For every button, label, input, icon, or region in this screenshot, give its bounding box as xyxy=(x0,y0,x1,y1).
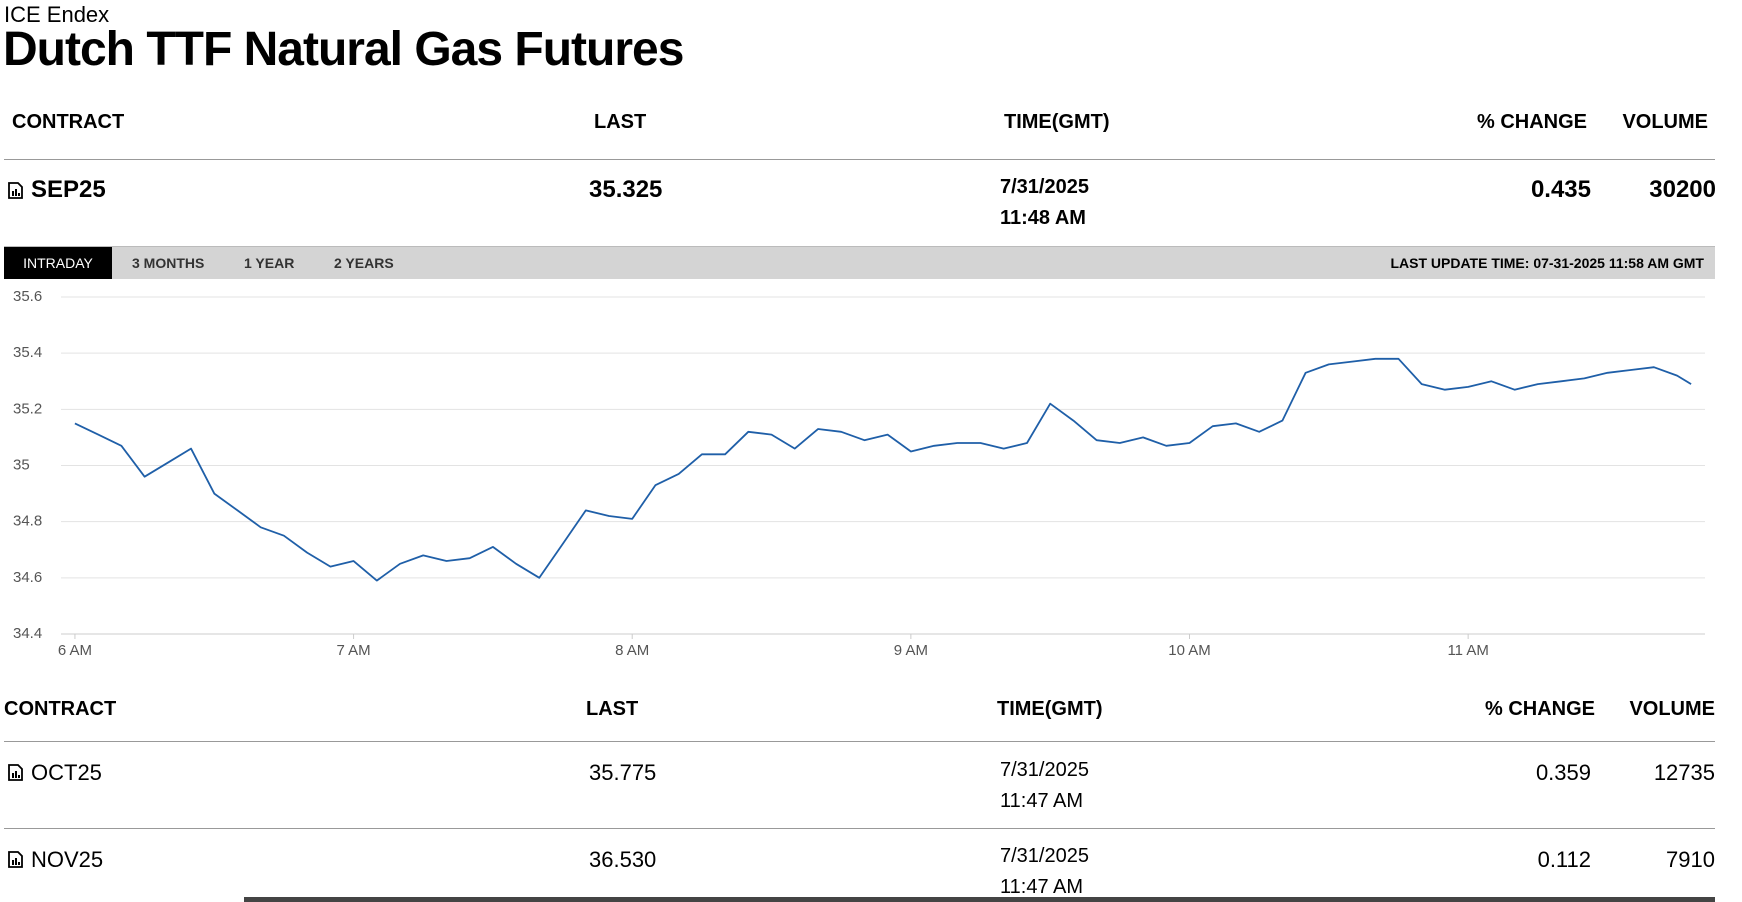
last-update: LAST UPDATE TIME: 07-31-2025 11:58 AM GM… xyxy=(1390,255,1704,271)
contract[interactable]: SEP25 xyxy=(31,176,106,203)
percent-change: 0.435 xyxy=(1530,176,1591,203)
last-price: 35.325 xyxy=(589,176,663,203)
col-header: VOLUME xyxy=(1622,111,1708,133)
y-tick-label: 35 xyxy=(13,456,30,473)
col-header: TIME(GMT) xyxy=(997,698,1103,720)
last-price: 35.775 xyxy=(589,760,657,785)
volume: 30200 xyxy=(1649,176,1716,203)
price-line xyxy=(74,357,1692,582)
percent-change: 0.359 xyxy=(1535,760,1591,785)
volume: 7910 xyxy=(1666,847,1715,872)
tab[interactable]: 2 YEARS xyxy=(334,255,394,271)
date: 7/31/2025 xyxy=(1000,845,1089,867)
divider xyxy=(4,741,1715,742)
page-title: Dutch TTF Natural Gas Futures xyxy=(3,23,684,76)
percent-change: 0.112 xyxy=(1537,847,1591,872)
col-header: LAST xyxy=(586,698,639,720)
volume: 12735 xyxy=(1653,760,1715,785)
chart: 34.4 34.6 34.8 35 35.2 35.4 35.6 6 AM 7 AM 8 AM 9 … xyxy=(13,288,1705,659)
divider xyxy=(4,159,1715,160)
contract[interactable]: OCT25 xyxy=(31,760,102,785)
y-tick-label: 35.2 xyxy=(13,400,42,417)
time: 11:47 AM xyxy=(1000,790,1084,812)
y-tick-label: 35.4 xyxy=(13,344,42,361)
date: 7/31/2025 xyxy=(1000,759,1089,781)
col-header: % CHANGE xyxy=(1484,698,1595,720)
col-header: LAST xyxy=(594,111,647,133)
date: 7/31/2025 xyxy=(1000,176,1089,198)
time: 11:48 AM xyxy=(1000,207,1086,229)
contract-icon xyxy=(8,764,23,781)
y-tick-label: 35.6 xyxy=(13,288,42,305)
exchange: ICE Endex xyxy=(4,2,110,27)
contract-icon xyxy=(8,182,23,199)
x-tick-label: 9 AM xyxy=(894,642,928,659)
x-tick-label: 10 AM xyxy=(1168,642,1211,659)
x-tick-label: 7 AM xyxy=(336,642,370,659)
time: 11:47 AM xyxy=(1000,876,1084,898)
tab-bar: INTRADAY 3 MONTHS 1 YEAR 2 YEARS xyxy=(4,246,1715,279)
contract[interactable]: NOV25 xyxy=(31,847,104,872)
last-price: 36.530 xyxy=(589,847,657,872)
tab[interactable]: 3 MONTHS xyxy=(132,255,205,271)
x-tick-label: 6 AM xyxy=(58,642,92,659)
x-tick-label: 11 AM xyxy=(1447,642,1488,659)
scrollbar[interactable] xyxy=(244,897,1715,902)
y-tick-label: 34.8 xyxy=(13,513,42,530)
x-tick-label: 8 AM xyxy=(615,642,649,659)
tab[interactable]: INTRADAY xyxy=(4,247,112,279)
col-header: CONTRACT xyxy=(12,111,125,133)
divider xyxy=(4,828,1715,829)
col-header: VOLUME xyxy=(1629,698,1715,720)
col-header: TIME(GMT) xyxy=(1004,111,1110,133)
col-header: % CHANGE xyxy=(1476,111,1587,133)
contract-icon xyxy=(8,851,23,868)
y-tick-label: 34.6 xyxy=(13,569,42,586)
y-tick-label: 34.4 xyxy=(13,625,42,642)
col-header: CONTRACT xyxy=(4,698,117,720)
tab[interactable]: 1 YEAR xyxy=(244,255,295,271)
